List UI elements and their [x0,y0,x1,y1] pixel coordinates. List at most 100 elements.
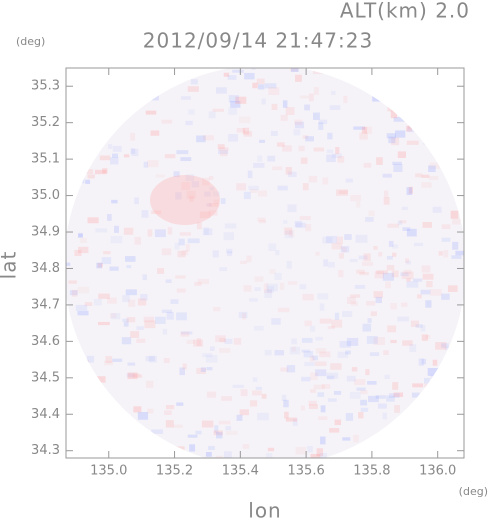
echo-cell [367,381,377,385]
echo-cell [217,144,225,150]
echo-cell [203,135,214,141]
echo-cell [228,95,239,103]
echo-cell [293,129,301,136]
x-tick-label: 135.0 [90,464,127,479]
echo-cell [320,436,326,445]
echo-cell [172,449,183,456]
echo-cell [443,250,449,258]
echo-cell [415,117,426,124]
echo-cell [196,135,206,143]
echo-cell [122,430,131,436]
echo-cell [303,351,314,358]
echo-cell [180,331,190,337]
echo-cell [375,90,385,95]
echo-cell [357,411,364,419]
echo-cell [301,337,313,343]
echo-cell [438,251,443,256]
y-tick-label: 35.2 [31,115,60,130]
echo-cell [181,96,191,100]
echo-cell [350,294,361,298]
echo-cell [97,103,108,111]
echo-cell [236,414,243,421]
echo-cell [312,69,324,75]
echo-cell [402,340,413,346]
echo-cell [429,289,442,296]
echo-cell [458,145,464,154]
echo-cell [312,355,318,361]
plot-frame [65,67,465,459]
echo-cell [268,87,280,95]
echo-cell [406,187,413,196]
echo-cell [66,262,71,266]
echo-cell [243,285,252,292]
echo-cell [196,338,202,346]
echo-cell [397,101,409,107]
echo-cell [194,467,205,471]
echo-cell [215,455,223,458]
echo-cell [429,86,439,94]
echo-cell [410,320,419,328]
echo-cell [164,410,172,415]
echo-cell [266,283,278,292]
echo-cell [446,79,458,86]
echo-cell [254,325,264,331]
echo-cell [318,119,328,125]
echo-cell [441,343,449,348]
echo-cell [98,107,109,114]
echo-cell [420,325,426,332]
echo-cell [252,82,258,89]
echo-cell [284,227,292,236]
x-axis-label: lon [248,499,281,521]
echo-cell [175,275,186,279]
echo-cell [107,81,113,87]
echo-cell [319,318,332,324]
echo-cell [295,222,306,228]
echo-cell [443,406,451,412]
echo-cell [191,181,200,188]
echo-cell [463,107,464,114]
echo-cell [142,453,153,458]
echo-cell [143,316,155,323]
echo-cell [228,107,237,115]
echo-cell [401,302,408,307]
echo-cell [226,248,233,254]
echo-cell [100,90,107,98]
echo-cell [264,290,273,299]
echo-cell [242,312,247,320]
echo-cell [390,110,398,119]
echo-cell [236,128,245,133]
echo-cell [199,211,211,219]
echo-cell [219,151,228,157]
echo-cell [310,372,318,380]
echo-cell [206,391,217,398]
echo-cell [439,449,451,455]
echo-cell [200,367,206,373]
echo-cell [304,320,312,327]
echo-cell [362,85,368,89]
echo-cell [295,446,306,455]
echo-cell [111,313,121,320]
echo-cell [145,69,150,76]
echo-cell [421,334,428,341]
echo-cell [74,249,82,257]
echo-cell [220,198,226,205]
echo-cell [447,93,460,99]
echo-cell [93,298,102,306]
echo-cell [125,289,137,296]
echo-cell [340,246,350,253]
echo-cell [243,191,251,200]
echo-cell [147,160,159,168]
echo-cell [376,68,382,70]
echo-cell [242,444,250,449]
echo-cell [407,126,414,133]
echo-cell [406,278,411,282]
echo-cell [283,227,293,235]
echo-cell [126,373,135,378]
echo-cell [232,69,244,73]
echo-cell [367,318,372,323]
echo-cell [455,250,464,256]
echo-cell [121,337,132,345]
echo-cell [261,393,267,399]
echo-cell [114,225,119,233]
echo-cell [363,253,371,262]
